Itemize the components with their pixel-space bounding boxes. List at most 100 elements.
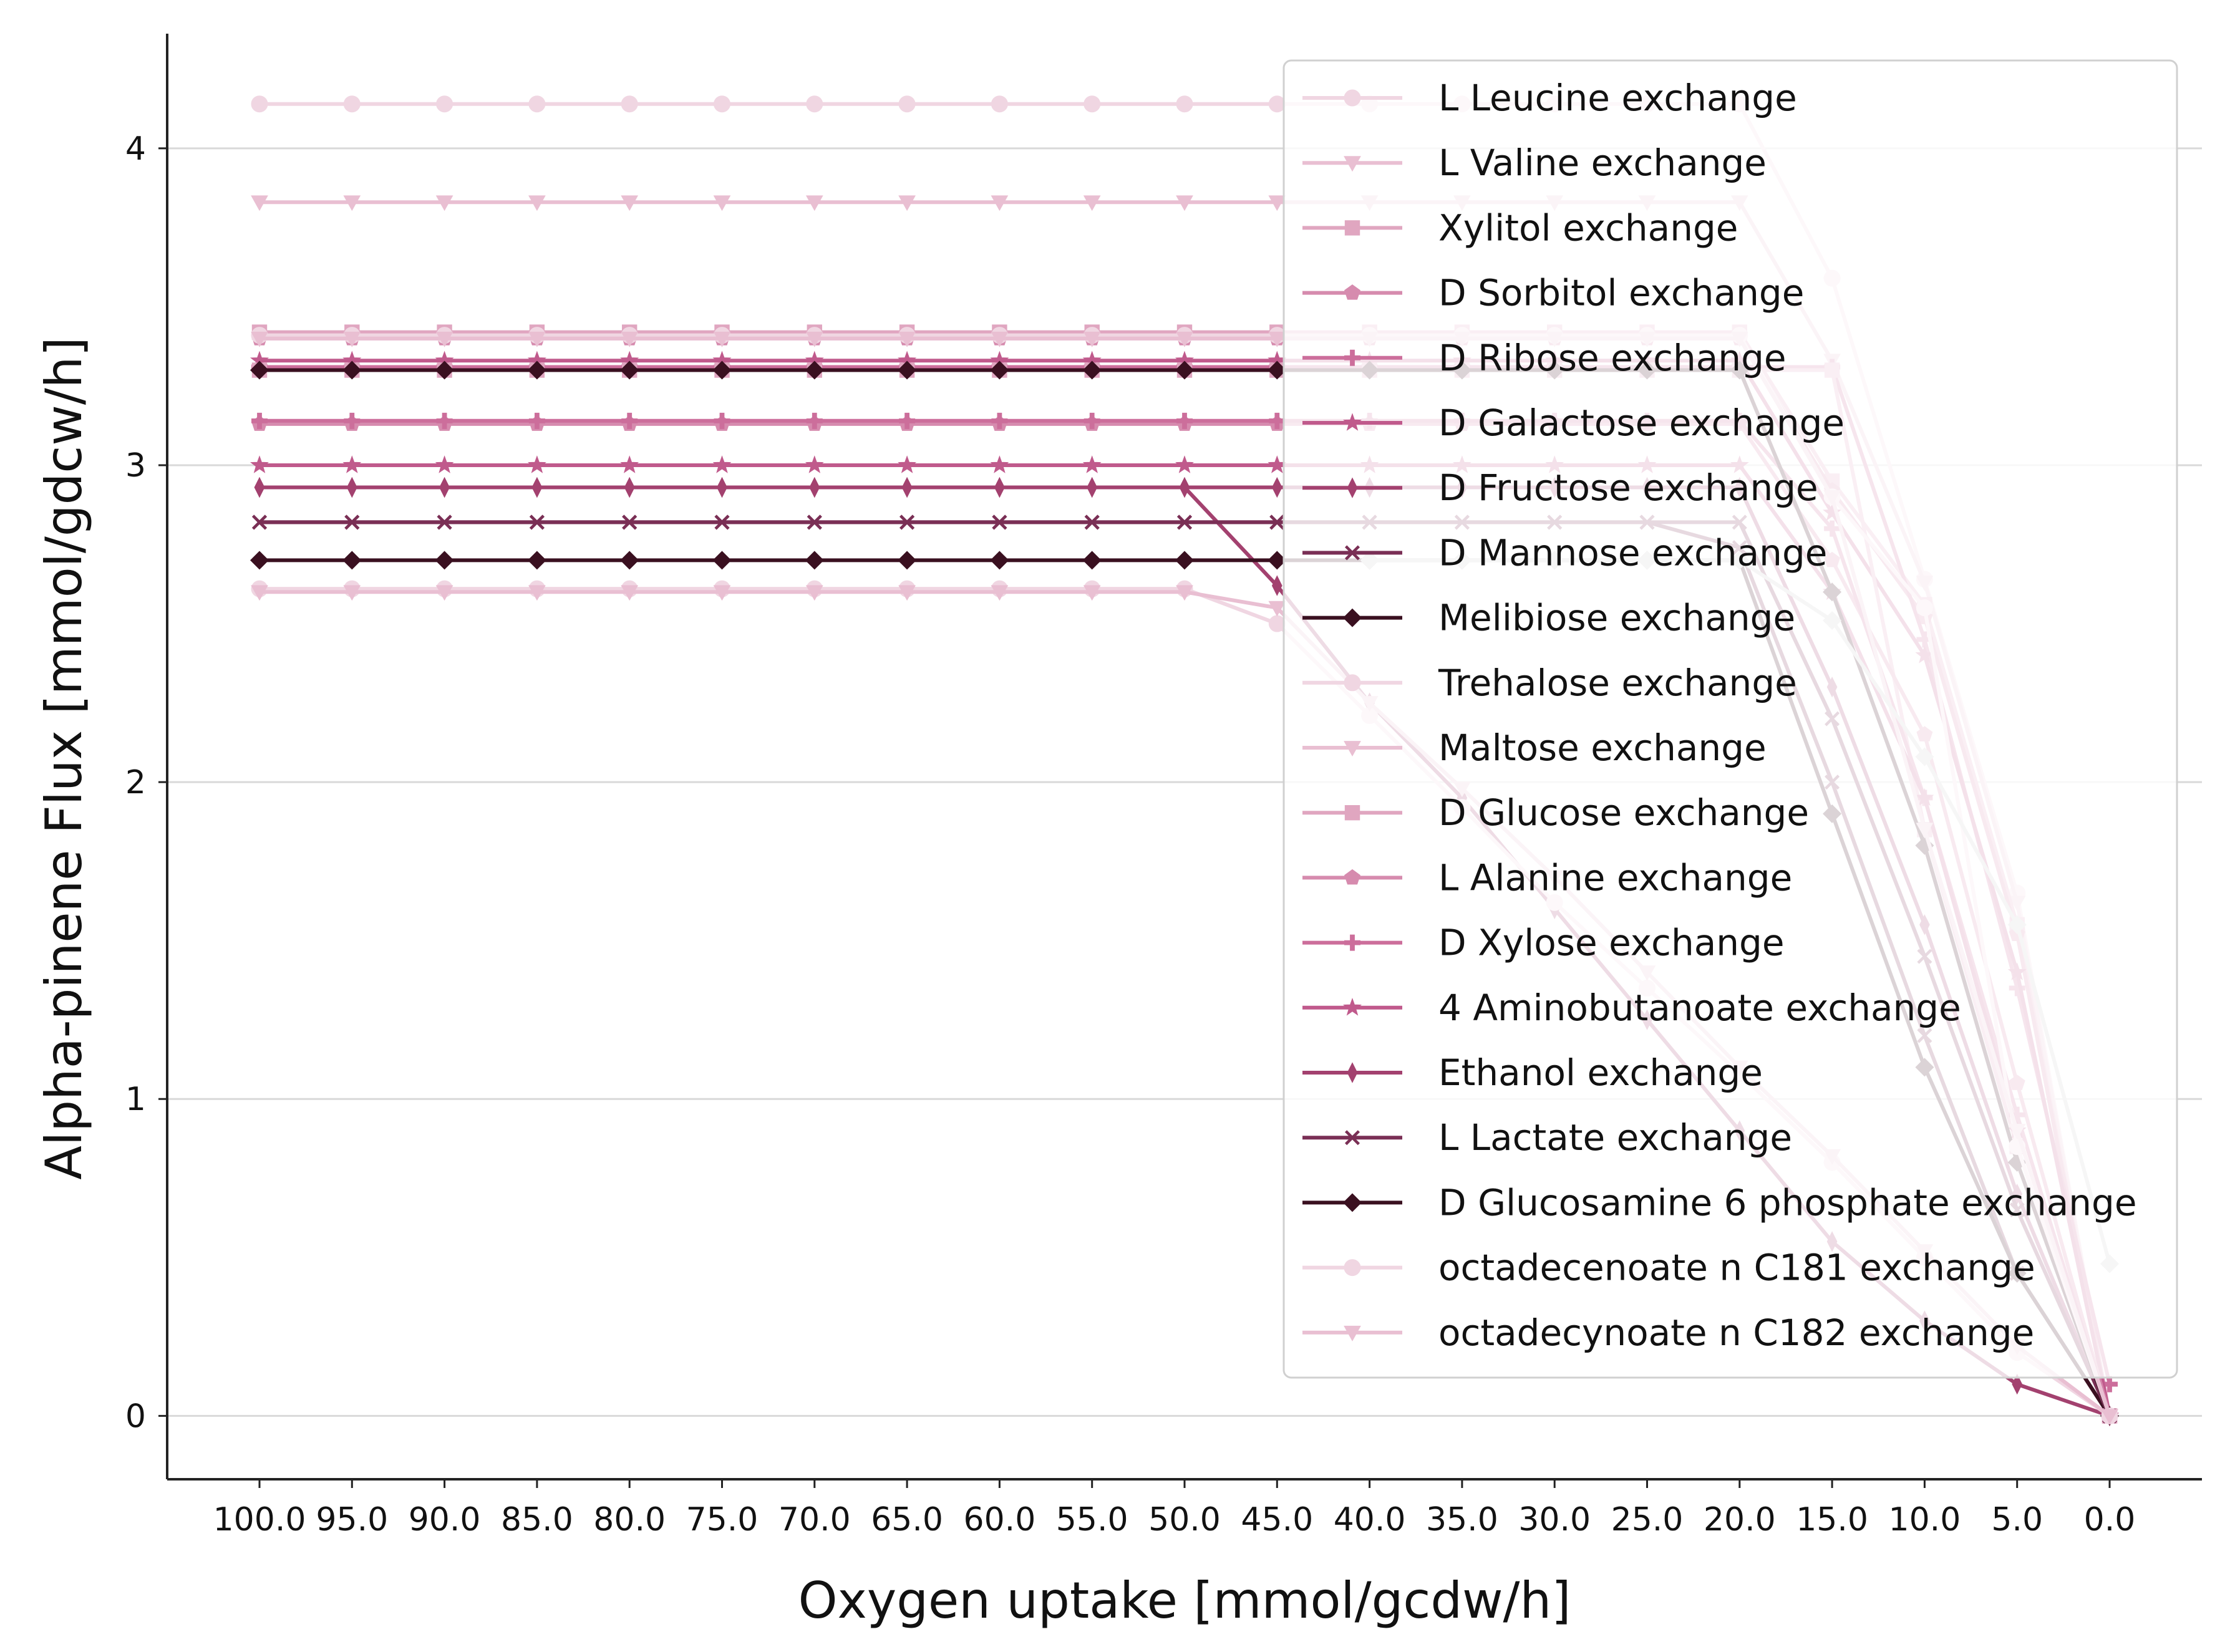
legend-label: D Fructose exchange xyxy=(1438,466,1818,509)
data-point xyxy=(1269,514,1285,530)
data-point xyxy=(620,551,639,570)
data-point xyxy=(1083,585,1101,601)
legend-item: octadecenoate n C181 exchange xyxy=(1302,1247,2035,1289)
x-tick-label: 25.0 xyxy=(1611,1501,1684,1538)
data-point xyxy=(901,476,913,498)
legend-label: 4 Aminobutanoate exchange xyxy=(1438,987,1961,1029)
x-tick-label: 0.0 xyxy=(2084,1501,2136,1538)
data-point xyxy=(990,360,1009,380)
x-tick-label: 75.0 xyxy=(686,1501,759,1538)
data-point xyxy=(1344,674,1361,692)
x-tick-label: 85.0 xyxy=(501,1501,573,1538)
data-point xyxy=(1347,477,1358,498)
legend-item: D Xylose exchange xyxy=(1302,922,1785,964)
data-point xyxy=(807,514,822,530)
x-tick-label: 45.0 xyxy=(1241,1501,1313,1538)
y-tick-label: 1 xyxy=(125,1081,146,1118)
x-tick-label: 5.0 xyxy=(1991,1501,2043,1538)
legend-label: L Alanine exchange xyxy=(1438,856,1792,899)
data-point xyxy=(1344,156,1361,172)
data-point xyxy=(714,95,730,113)
x-tick-label: 65.0 xyxy=(871,1501,943,1538)
legend: L Leucine exchange L Valine exchange Xylit… xyxy=(1282,59,2178,1379)
data-point xyxy=(1344,934,1360,951)
data-point xyxy=(990,551,1009,570)
data-point xyxy=(622,514,638,530)
legend-label: octadecenoate n C181 exchange xyxy=(1438,1247,2035,1289)
legend-label: Maltose exchange xyxy=(1438,727,1767,769)
y-axis-label: Alpha-pinene Flux [mmol/gdcw/h] xyxy=(35,337,93,1179)
data-point xyxy=(1082,551,1102,570)
data-point xyxy=(620,455,639,473)
data-point xyxy=(1344,805,1360,821)
data-point xyxy=(805,455,824,473)
legend-item: octadecynoate n C182 exchange xyxy=(1302,1311,2034,1354)
data-point xyxy=(1344,545,1360,561)
data-point xyxy=(1268,601,1286,617)
data-point xyxy=(1344,1130,1360,1146)
data-point xyxy=(251,95,268,113)
data-point xyxy=(435,455,454,473)
legend-item: D Fructose exchange xyxy=(1302,466,1818,509)
data-point xyxy=(1269,412,1286,429)
data-point xyxy=(899,412,916,429)
data-point xyxy=(898,455,917,473)
data-point xyxy=(809,476,820,498)
x-tick-label: 95.0 xyxy=(316,1501,388,1538)
data-point xyxy=(713,585,731,601)
legend-label: Ethanol exchange xyxy=(1438,1051,1763,1094)
data-point xyxy=(1176,95,1193,113)
data-point xyxy=(251,412,268,429)
data-point xyxy=(1342,608,1362,627)
data-point xyxy=(713,195,731,211)
data-point xyxy=(250,360,269,380)
data-point xyxy=(1344,869,1360,885)
legend-item: Melibiose exchange xyxy=(1302,597,1795,639)
data-point xyxy=(343,585,361,601)
x-axis-label: Oxygen uptake [mmol/gcdw/h] xyxy=(798,1572,1571,1630)
data-point xyxy=(805,360,824,380)
x-tick-label: 55.0 xyxy=(1056,1501,1128,1538)
data-point xyxy=(805,551,824,570)
data-point xyxy=(1268,331,1286,347)
data-point xyxy=(1344,284,1360,300)
data-point xyxy=(620,360,639,380)
data-point xyxy=(1084,412,1100,429)
data-point xyxy=(712,455,732,473)
data-point xyxy=(2101,1409,2118,1425)
data-point xyxy=(344,514,360,530)
data-point xyxy=(529,514,545,530)
data-point xyxy=(528,585,546,601)
data-point xyxy=(342,360,362,380)
legend-item: L Alanine exchange xyxy=(1302,856,1792,899)
data-point xyxy=(713,331,731,347)
data-point xyxy=(527,360,546,380)
data-point xyxy=(435,331,453,347)
data-point xyxy=(435,195,453,211)
data-point xyxy=(1176,195,1193,211)
data-point xyxy=(1344,741,1361,757)
y-tick-label: 2 xyxy=(125,764,146,801)
data-point xyxy=(621,585,639,601)
x-tick-label: 20.0 xyxy=(1704,1501,1776,1538)
y-tick-label: 3 xyxy=(125,447,146,485)
data-point xyxy=(251,331,268,347)
data-point xyxy=(991,412,1008,429)
data-point xyxy=(717,476,727,498)
x-tick-label: 35.0 xyxy=(1426,1501,1498,1538)
legend-label: D Ribose exchange xyxy=(1438,337,1787,379)
data-point xyxy=(435,585,453,601)
legend-item: D Glucosamine 6 phosphate exchange xyxy=(1302,1181,2137,1224)
data-point xyxy=(1179,476,1190,498)
data-point xyxy=(898,195,916,211)
legend-label: octadecynoate n C182 exchange xyxy=(1438,1311,2034,1354)
data-point xyxy=(991,585,1009,601)
legend-label: Melibiose exchange xyxy=(1438,597,1795,639)
data-point xyxy=(251,585,268,601)
data-point xyxy=(1176,585,1193,601)
data-point xyxy=(994,476,1005,498)
data-point xyxy=(712,360,732,380)
data-point xyxy=(1175,360,1195,380)
legend-item: L Valine exchange xyxy=(1302,142,1767,184)
